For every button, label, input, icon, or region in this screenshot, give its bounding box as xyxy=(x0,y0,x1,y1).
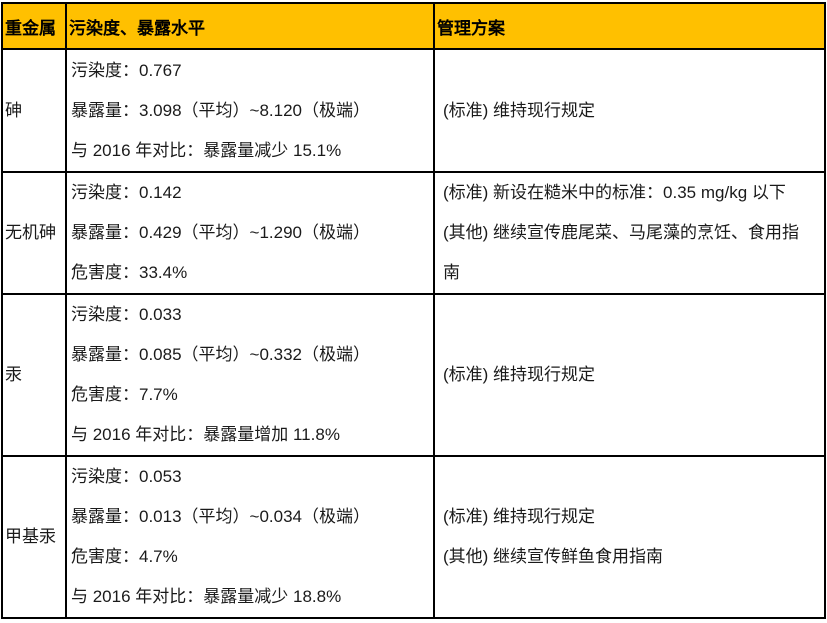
level-line: 暴露量：0.013（平均）~0.034（极端） xyxy=(71,507,371,526)
level-line: 暴露量：0.429（平均）~1.290（极端） xyxy=(71,223,371,242)
table-row-mercury: 汞 污染度：0.033 暴露量：0.085（平均）~0.332（极端） 危害度：… xyxy=(1,293,826,457)
metal-name: 汞 xyxy=(1,293,67,457)
table-row-arsenic: 砷 污染度：0.767 暴露量：3.098（平均）~8.120（极端） 与 20… xyxy=(1,48,826,173)
levels-cell: 污染度：0.142 暴露量：0.429（平均）~1.290（极端） 危害度：33… xyxy=(65,171,435,295)
level-line: 危害度：7.7% xyxy=(71,385,178,404)
plans-cell: (标准) 维持现行规定 xyxy=(433,48,826,173)
plans-cell: (标准) 维持现行规定 xyxy=(433,293,826,457)
header-metal: 重金属 xyxy=(1,2,67,50)
table-row-inorganic-arsenic: 无机砷 污染度：0.142 暴露量：0.429（平均）~1.290（极端） 危害… xyxy=(1,171,826,295)
level-line: 与 2016 年对比：暴露量增加 11.8% xyxy=(71,425,340,444)
plan-line: (标准) 新设在糙米中的标准：0.35 mg/kg 以下 xyxy=(443,183,786,202)
header-levels: 污染度、暴露水平 xyxy=(65,2,435,50)
metal-name: 甲基汞 xyxy=(1,455,67,619)
levels-cell: 污染度：0.033 暴露量：0.085（平均）~0.332（极端） 危害度：7.… xyxy=(65,293,435,457)
table-header-row: 重金属 污染度、暴露水平 管理方案 xyxy=(1,2,826,50)
plans-cell: (标准) 新设在糙米中的标准：0.35 mg/kg 以下 (其他) 继续宣传鹿尾… xyxy=(433,171,826,295)
level-line: 与 2016 年对比：暴露量减少 18.8% xyxy=(71,587,342,606)
level-line: 污染度：0.767 xyxy=(71,60,182,80)
plan-line: (其他) 继续宣传鹿尾菜、马尾藻的烹饪、食用指南 xyxy=(443,223,800,282)
plans-cell: (标准) 维持现行规定 (其他) 继续宣传鲜鱼食用指南 xyxy=(433,455,826,619)
level-line: 污染度：0.053 xyxy=(71,467,182,486)
levels-cell: 污染度：0.767 暴露量：3.098（平均）~8.120（极端） 与 2016… xyxy=(65,48,435,173)
plan-line: (标准) 维持现行规定 xyxy=(443,100,596,120)
level-line: 与 2016 年对比：暴露量减少 15.1% xyxy=(71,140,342,160)
level-line: 污染度：0.142 xyxy=(71,183,182,202)
plan-line: (标准) 维持现行规定 xyxy=(443,507,596,526)
level-line: 污染度：0.033 xyxy=(71,305,182,324)
level-line: 暴露量：3.098（平均）~8.120（极端） xyxy=(71,100,371,120)
level-line: 危害度：33.4% xyxy=(71,263,188,282)
level-line: 暴露量：0.085（平均）~0.332（极端） xyxy=(71,345,371,364)
plan-line: (其他) 继续宣传鲜鱼食用指南 xyxy=(443,547,664,566)
metal-name: 砷 xyxy=(1,48,67,173)
plan-line: (标准) 维持现行规定 xyxy=(443,365,596,384)
levels-cell: 污染度：0.053 暴露量：0.013（平均）~0.034（极端） 危害度：4.… xyxy=(65,455,435,619)
table-row-methylmercury: 甲基汞 污染度：0.053 暴露量：0.013（平均）~0.034（极端） 危害… xyxy=(1,455,826,619)
header-plan: 管理方案 xyxy=(433,2,826,50)
level-line: 危害度：4.7% xyxy=(71,547,178,566)
metal-name: 无机砷 xyxy=(1,171,67,295)
